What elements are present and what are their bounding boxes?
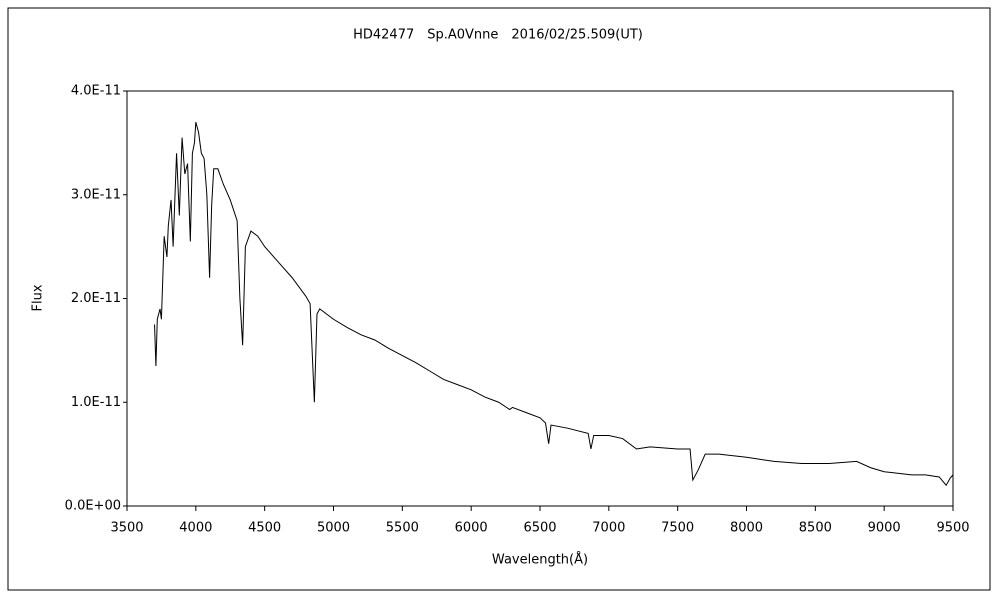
y-axis-label: Flux	[31, 284, 46, 311]
spectrum-line	[154, 122, 954, 487]
x-tick-label: 6500	[523, 521, 556, 536]
x-tick-label: 9500	[936, 521, 969, 536]
x-tick-label: 7500	[661, 521, 694, 536]
plot-frame	[126, 90, 954, 507]
y-tick-label: 3.0E-11	[71, 187, 121, 202]
x-tick-label: 4000	[179, 521, 212, 536]
x-tick-label: 3500	[110, 521, 143, 536]
chart-title: HD42477 Sp.A0Vnne 2016/02/25.509(UT)	[353, 28, 643, 43]
y-tick-label: 0.0E+00	[65, 499, 121, 514]
x-tick-label: 8000	[730, 521, 763, 536]
y-tick-label: 1.0E-11	[71, 395, 121, 410]
y-tick-label: 4.0E-11	[71, 84, 121, 99]
x-tick-label: 6000	[455, 521, 488, 536]
x-tick-label: 4500	[248, 521, 281, 536]
x-tick-label: 8500	[799, 521, 832, 536]
x-tick-label: 7000	[592, 521, 625, 536]
x-tick-label: 9000	[868, 521, 901, 536]
x-tick-label: 5000	[317, 521, 350, 536]
x-axis-label: Wavelength(Å)	[492, 552, 588, 568]
x-tick-label: 5500	[386, 521, 419, 536]
y-tick-label: 2.0E-11	[71, 291, 121, 306]
